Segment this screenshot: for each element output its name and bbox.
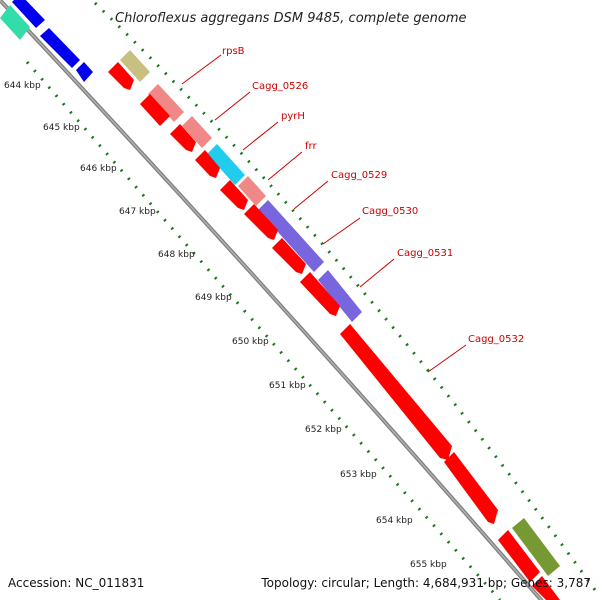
kbp-ticks: 644 kbp 645 kbp 646 kbp 647 kbp 648 kbp … [4, 81, 447, 570]
gene-red-5[interactable] [220, 180, 248, 210]
inner-guide-arc [25, 61, 502, 600]
gene-cagg-0532-red[interactable] [340, 324, 452, 460]
gene-cagg-0526-pink[interactable] [148, 84, 184, 122]
leader-cagg-0530 [322, 217, 361, 245]
reverse-strand-genes [108, 62, 560, 600]
gene-label[interactable]: Cagg_0526 [252, 81, 308, 92]
gene-red-6[interactable] [244, 204, 278, 240]
accession-label: Accession: NC_011831 [8, 576, 145, 590]
gene-pyrH-pink[interactable] [182, 116, 212, 148]
gene-rpsB-red[interactable] [108, 62, 134, 90]
kbp-tick-label: 644 kbp [4, 81, 41, 91]
gene-blue-3 [76, 62, 93, 82]
gene-blue-1 [12, 0, 45, 28]
kbp-tick-label: 651 kbp [269, 381, 306, 391]
gene-cagg-0531-purple[interactable] [318, 270, 362, 322]
leader-cagg-0526 [214, 91, 251, 121]
gene-label[interactable]: Cagg_0531 [397, 248, 453, 259]
gene-label[interactable]: Cagg_0532 [468, 334, 524, 345]
gene-olive[interactable] [512, 518, 560, 576]
kbp-tick-label: 652 kbp [305, 425, 342, 435]
kbp-tick-label: 650 kbp [232, 337, 269, 347]
gene-frr-cyan[interactable] [207, 144, 245, 185]
gene-red-11[interactable] [498, 530, 540, 582]
gene-teal [0, 5, 30, 40]
gene-red-10[interactable] [444, 452, 498, 524]
kbp-tick-label: 655 kbp [410, 560, 447, 570]
gene-red-8[interactable] [300, 272, 340, 316]
leader-rpsB [181, 54, 222, 85]
gene-label[interactable]: Cagg_0529 [331, 170, 387, 181]
leader-cagg-0531 [359, 258, 395, 288]
kbp-tick-label: 646 kbp [80, 164, 117, 174]
gene-red-2[interactable] [140, 94, 170, 126]
gene-label[interactable]: Cagg_0530 [362, 206, 418, 217]
kbp-tick-label: 647 kbp [119, 207, 156, 217]
gene-blue-2 [40, 28, 80, 68]
gene-red-7[interactable] [272, 238, 306, 274]
genome-title: Chloroflexus aggregans DSM 9485, complet… [115, 11, 467, 26]
leader-pyrH [242, 121, 279, 151]
leader-frr [267, 151, 303, 181]
genome-summary: Topology: circular; Length: 4,684,931 bp… [261, 576, 591, 590]
gene-label[interactable]: rpsB [222, 46, 245, 57]
leader-cagg-0529 [293, 180, 329, 210]
gene-cagg-0529-pink[interactable] [238, 176, 266, 206]
kbp-tick-label: 645 kbp [43, 123, 80, 133]
gene-label[interactable]: pyrH [281, 111, 305, 122]
gene-labels: rpsB Cagg_0526 pyrH frr Cagg_0529 Cagg_0… [222, 46, 524, 345]
gene-label-leaders [181, 54, 467, 373]
kbp-tick-label: 653 kbp [340, 470, 377, 480]
upstream-genes [0, 0, 93, 82]
kbp-tick-label: 648 kbp [158, 250, 195, 260]
gene-red-3[interactable] [170, 124, 196, 152]
gene-label[interactable]: frr [305, 141, 317, 152]
genome-backbone-highlight [0, 0, 543, 600]
middle-strand-genes [148, 84, 362, 322]
leader-cagg-0532 [427, 344, 467, 373]
gene-khaki[interactable] [120, 50, 150, 82]
kbp-tick-label: 649 kbp [195, 293, 232, 303]
gene-red-4[interactable] [195, 150, 220, 178]
kbp-tick-label: 654 kbp [376, 516, 413, 526]
gene-cagg-0530-purple[interactable] [258, 200, 324, 272]
gene-red-12[interactable] [532, 576, 560, 600]
